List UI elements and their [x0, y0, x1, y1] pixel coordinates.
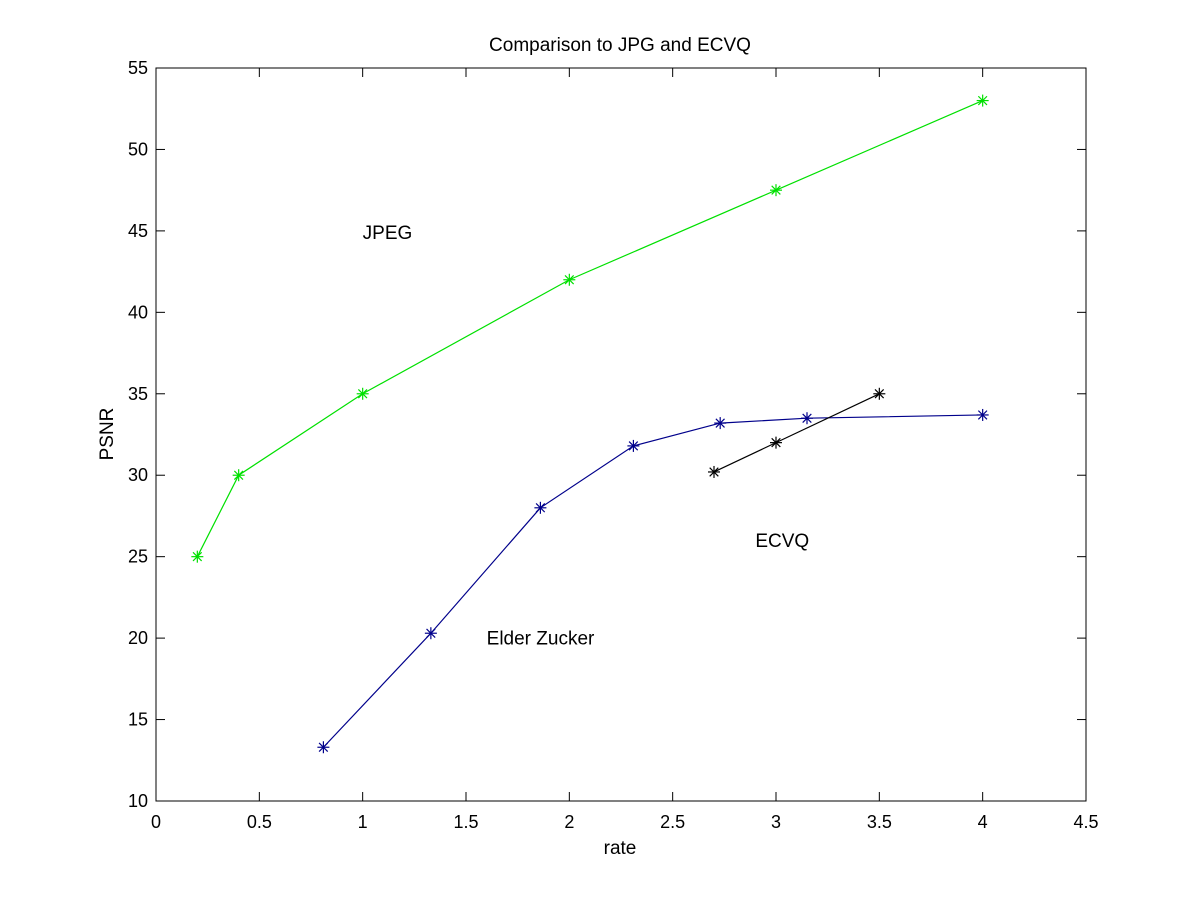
y-tick-label: 50: [128, 139, 148, 159]
chart-title: Comparison to JPG and ECVQ: [489, 35, 751, 56]
data-point: [770, 184, 782, 197]
annotation-label: Elder Zucker: [487, 629, 595, 650]
annotation-label: JPEG: [363, 223, 413, 244]
series-2: [708, 387, 886, 478]
y-tick-label: 35: [128, 384, 148, 404]
x-tick-label: 1.5: [453, 812, 478, 832]
x-tick-label: 1: [358, 812, 368, 832]
data-point: [873, 387, 886, 400]
series-1: [317, 408, 989, 754]
y-tick-label: 20: [128, 628, 148, 648]
y-tick-label: 10: [128, 791, 148, 811]
axis-ticks: 0 0.5 1 1.5 2 2.5 3 3.5 4 4.5 10 15 20 25 30 35 40 45 50 55: [128, 58, 1099, 832]
y-tick-label: 40: [128, 302, 148, 322]
data-point: [627, 439, 640, 452]
y-tick-label: 55: [128, 58, 148, 78]
y-tick-label: 15: [128, 710, 148, 730]
x-tick-label: 0.5: [247, 812, 272, 832]
data-point: [191, 550, 204, 563]
annotation-label: ECVQ: [755, 531, 809, 552]
series-0: [191, 94, 989, 563]
x-tick-label: 4: [978, 812, 988, 832]
plot-frame: [155, 67, 1087, 802]
data-point: [714, 417, 727, 430]
data-point: [770, 436, 782, 449]
y-axis-label: PSNR: [97, 408, 118, 461]
data-point: [563, 273, 576, 286]
data-point: [708, 465, 720, 478]
data-point: [801, 412, 813, 425]
x-axis-label: rate: [604, 838, 637, 859]
x-tick-label: 3: [771, 812, 781, 832]
annotation-layer: JPEG ECVQ Elder Zucker: [363, 223, 810, 650]
x-tick-label: 3.5: [867, 812, 892, 832]
x-tick-label: 2: [564, 812, 574, 832]
x-tick-label: 4.5: [1073, 812, 1098, 832]
y-tick-label: 45: [128, 221, 148, 241]
x-tick-label: 2.5: [660, 812, 685, 832]
y-tick-label: 30: [128, 465, 148, 485]
data-point: [976, 408, 989, 421]
y-tick-label: 25: [128, 547, 148, 567]
series-line: [196, 100, 983, 557]
data-point: [534, 501, 547, 514]
series-layer: [191, 94, 989, 754]
data-point: [976, 94, 989, 107]
data-point: [424, 627, 437, 640]
data-point: [317, 741, 330, 754]
data-point: [232, 469, 245, 482]
x-tick-label: 0: [151, 812, 161, 832]
data-point: [356, 387, 369, 400]
